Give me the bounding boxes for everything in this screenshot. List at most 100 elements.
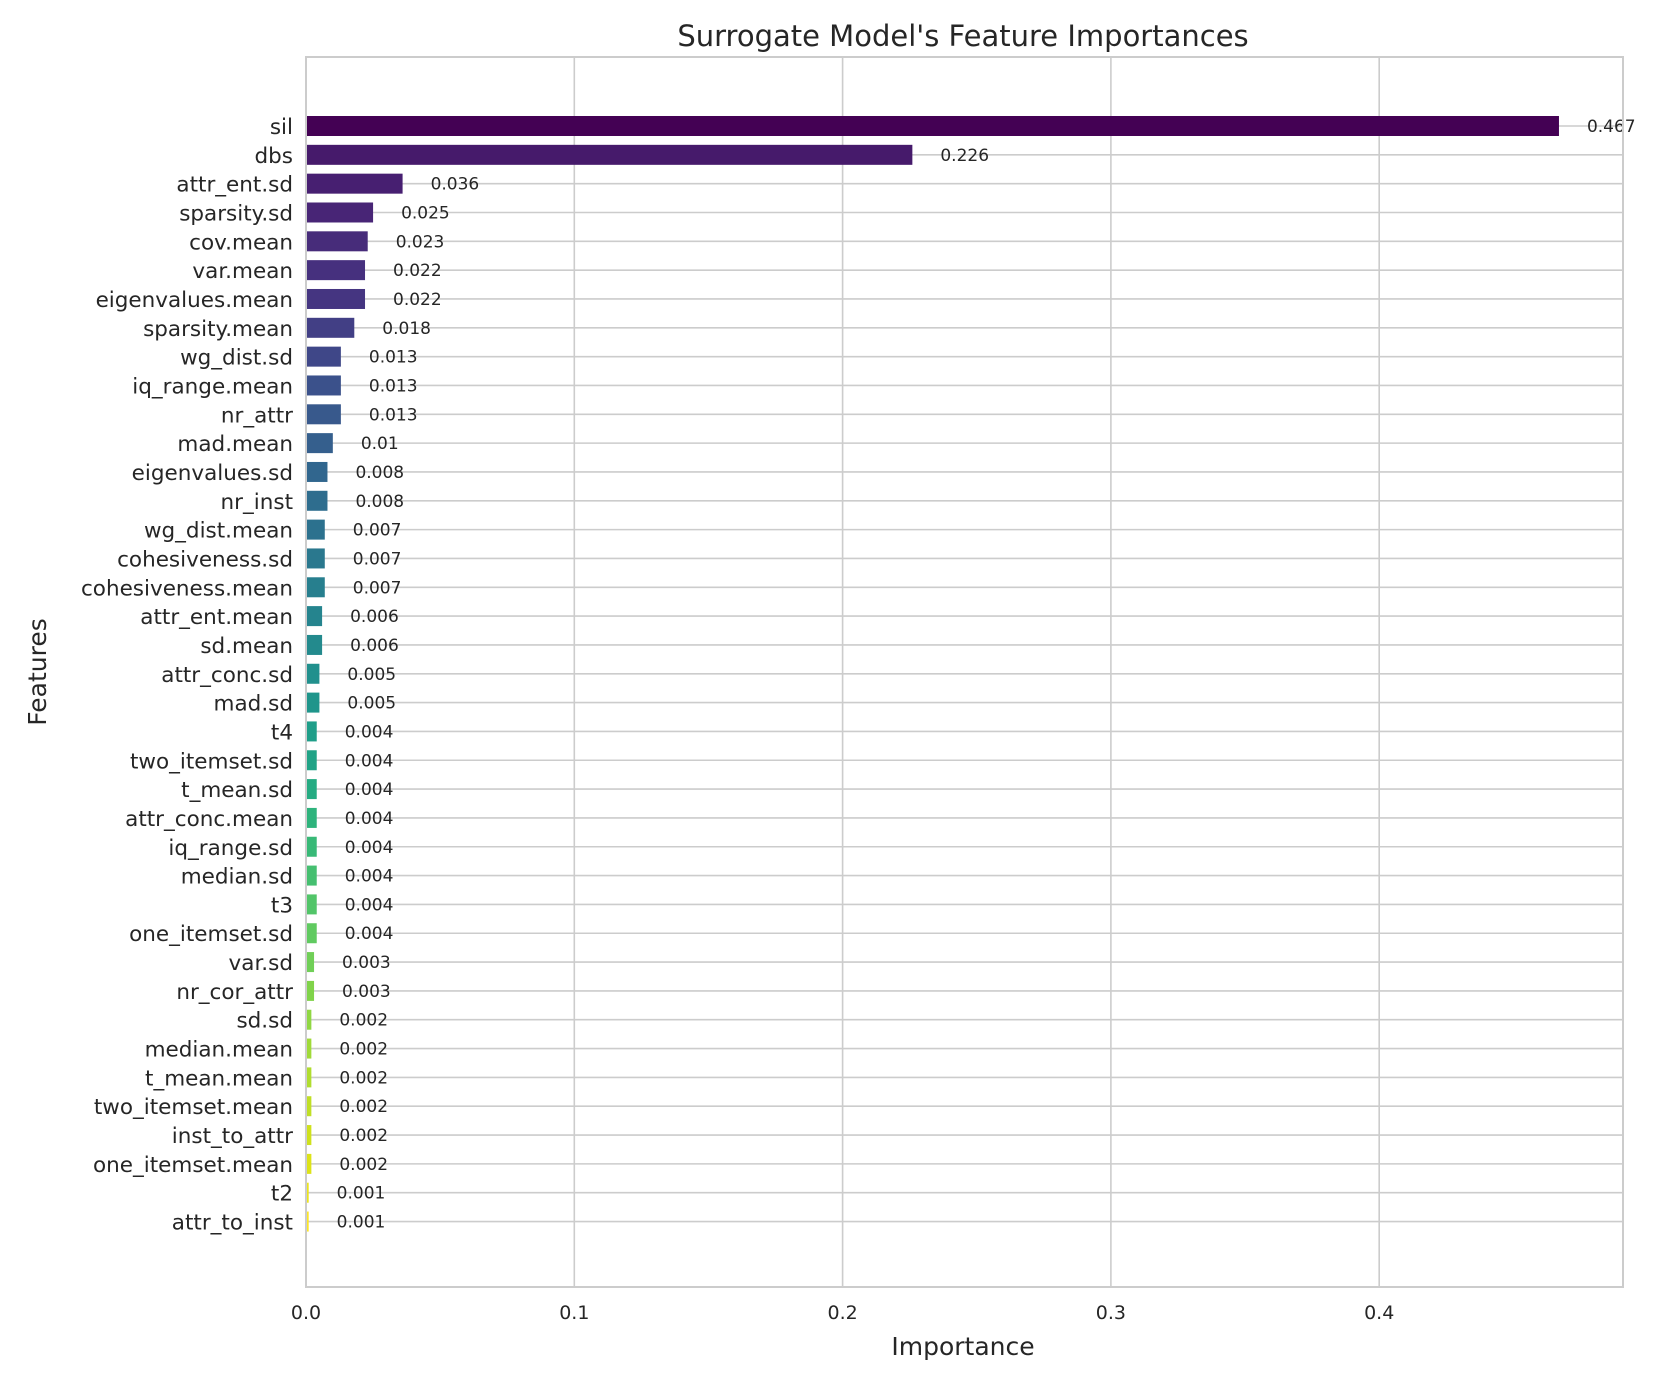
data-label: 0.007 [353, 521, 402, 541]
x-axis-label: Importance [891, 1332, 1034, 1361]
data-label: 0.004 [345, 867, 394, 887]
y-tick-label: one_itemset.mean [93, 1153, 293, 1178]
data-label: 0.004 [345, 722, 394, 742]
bar [306, 807, 317, 828]
y-tick-label: attr_ent.mean [140, 605, 293, 630]
x-tick-label: 0.3 [1096, 1302, 1126, 1324]
data-label: 0.005 [347, 694, 396, 714]
bar [306, 894, 317, 915]
y-tick-label: median.mean [145, 1038, 293, 1063]
data-label: 0.022 [393, 261, 442, 281]
data-label: 0.001 [337, 1184, 386, 1204]
plot-frame [305, 56, 1624, 1288]
data-label: 0.002 [339, 1097, 388, 1117]
y-tick-label: eigenvalues.mean [96, 288, 293, 313]
y-tick-label: cohesiveness.mean [81, 576, 293, 601]
bar [306, 231, 368, 252]
y-tick-label: nr_cor_attr [176, 980, 293, 1005]
y-tick-label: nr_attr [221, 403, 293, 428]
y-tick-label: dbs [255, 144, 294, 169]
bar [306, 116, 1559, 136]
bar [306, 433, 333, 454]
y-tick-label: two_itemset.sd [130, 749, 293, 774]
y-tick-label: attr_conc.sd [161, 663, 293, 688]
bar [306, 519, 325, 540]
y-tick-label: sparsity.mean [143, 317, 293, 342]
bar [306, 317, 355, 338]
data-label: 0.008 [355, 463, 404, 483]
data-label: 0.001 [337, 1213, 386, 1233]
data-label: 0.022 [393, 290, 442, 310]
y-tick-label: sd.mean [200, 634, 293, 659]
bar [306, 865, 317, 886]
data-label: 0.004 [345, 809, 394, 829]
bar [306, 1009, 312, 1030]
bar [306, 779, 317, 800]
data-label: 0.002 [339, 1068, 388, 1088]
y-tick-label: mad.mean [177, 432, 293, 457]
bar [306, 346, 341, 367]
y-tick-label: t3 [271, 893, 293, 918]
y-tick-label: nr_inst [221, 490, 293, 515]
data-label: 0.018 [382, 319, 431, 339]
y-tick-label: sparsity.sd [179, 201, 293, 226]
y-tick-label: attr_ent.sd [176, 173, 293, 198]
x-tick-label: 0.2 [827, 1302, 857, 1324]
bar [306, 548, 325, 569]
chart-title: Surrogate Model's Feature Importances [677, 19, 1248, 53]
bar [306, 721, 317, 742]
y-tick-label: iq_range.mean [132, 374, 293, 399]
y-tick-label: mad.sd [214, 692, 293, 717]
bar [306, 202, 374, 223]
bar [306, 173, 403, 194]
data-label: 0.004 [345, 924, 394, 944]
data-label: 0.003 [342, 953, 391, 973]
bars-layer [306, 116, 1559, 1232]
data-label: 0.025 [401, 203, 450, 223]
bar [306, 577, 325, 598]
bar [306, 952, 315, 973]
data-label: 0.467 [1587, 117, 1636, 137]
bar [306, 1125, 312, 1146]
data-label: 0.004 [345, 780, 394, 800]
y-tick-label: t2 [271, 1182, 293, 1207]
y-tick-label: attr_conc.mean [125, 807, 293, 832]
bar [306, 1153, 312, 1174]
bar [306, 461, 328, 482]
bar [306, 288, 366, 309]
bar [306, 923, 317, 944]
bar [306, 606, 323, 627]
data-label: 0.036 [431, 175, 480, 195]
y-tick-label: cohesiveness.sd [117, 547, 293, 572]
y-tick-label: sd.sd [236, 1009, 293, 1034]
x-tick-label: 0.4 [1364, 1302, 1394, 1324]
y-tick-labels: sil dbs attr_ent.sd sparsity.sd cov.mean var.… [81, 115, 293, 1236]
data-label: 0.006 [350, 636, 399, 656]
bar [306, 144, 913, 165]
grid-layer [305, 57, 1623, 1287]
y-tick-label: eigenvalues.sd [132, 461, 293, 486]
data-label: 0.013 [369, 348, 418, 368]
y-tick-label: t_mean.mean [145, 1066, 293, 1091]
bar [306, 692, 320, 713]
bar [306, 634, 323, 655]
x-tick-label: 0.0 [291, 1302, 321, 1324]
data-label: 0.002 [339, 1155, 388, 1175]
y-tick-label: t4 [271, 720, 293, 745]
bar [306, 490, 328, 511]
y-axis-label: Features [23, 618, 52, 726]
bar [306, 1067, 312, 1088]
y-tick-label: sil [270, 115, 293, 140]
y-tick-label: cov.mean [189, 230, 293, 255]
y-tick-label: var.sd [229, 951, 293, 976]
data-label: 0.013 [369, 376, 418, 396]
data-label: 0.023 [396, 232, 445, 252]
bar [306, 836, 317, 857]
y-tick-label: attr_to_inst [172, 1211, 293, 1236]
data-label: 0.01 [361, 434, 399, 454]
y-tick-label: var.mean [192, 259, 293, 284]
data-label: 0.002 [339, 1040, 388, 1060]
bar [306, 1096, 312, 1117]
data-label: 0.004 [345, 895, 394, 915]
